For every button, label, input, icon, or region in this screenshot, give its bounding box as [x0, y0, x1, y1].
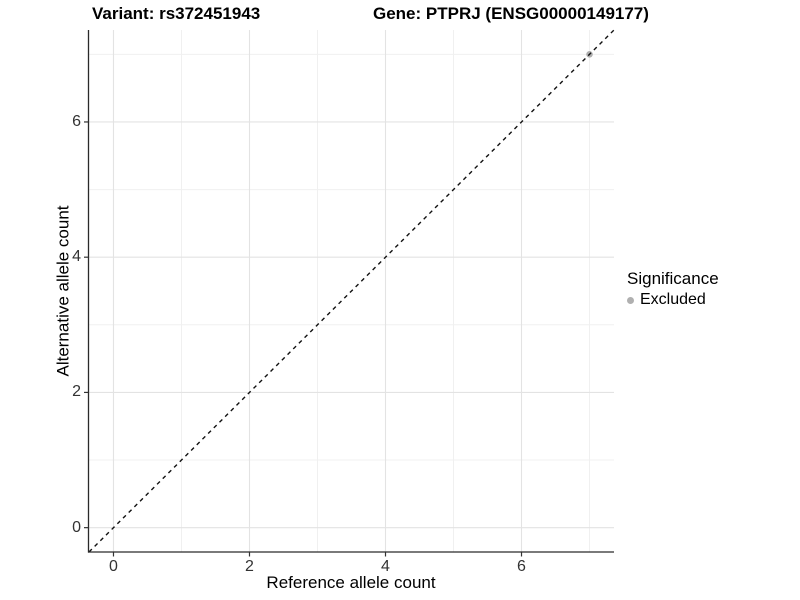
x-axis-title: Reference allele count — [266, 573, 436, 592]
x-tick-label: 4 — [381, 558, 390, 575]
x-tick-label: 6 — [517, 558, 526, 575]
y-tick-label: 6 — [72, 112, 81, 130]
legend-title: Significance — [627, 269, 719, 288]
plot-title-variant: Variant: rs372451943 — [92, 4, 261, 23]
y-axis-title: Alternative allele count — [53, 205, 73, 377]
x-tick-label: 0 — [109, 558, 118, 575]
identity-reference-line — [88, 29, 615, 553]
legend-entry: Excluded — [627, 291, 719, 309]
plot-title-gene: Gene: PTPRJ (ENSG00000149177) — [373, 4, 649, 23]
legend-entry-label: Excluded — [640, 291, 706, 309]
x-tick-label: 2 — [245, 558, 254, 575]
y-tick-label: 0 — [72, 518, 81, 536]
legend-key-dot — [627, 296, 634, 304]
y-tick-label: 4 — [72, 248, 81, 266]
y-tick-label: 2 — [72, 383, 81, 401]
legend: Significance Excluded — [627, 268, 719, 309]
